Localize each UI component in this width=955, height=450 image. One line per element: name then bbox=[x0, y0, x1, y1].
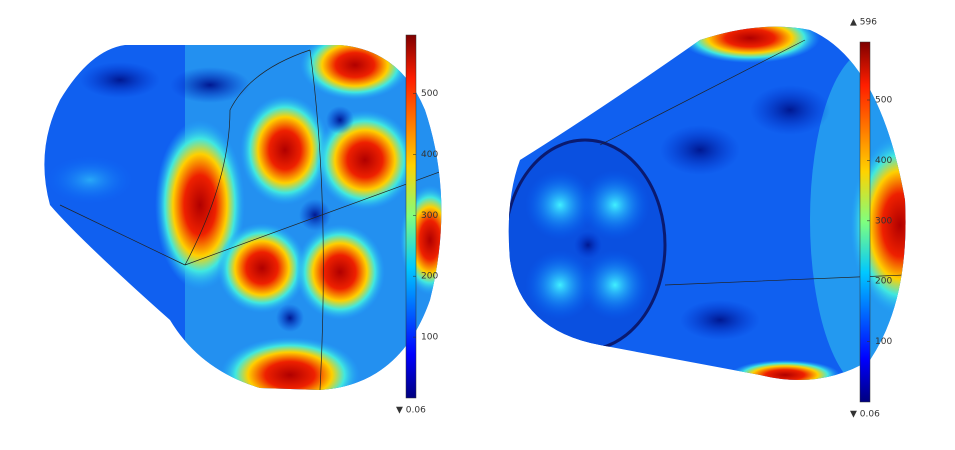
colorbar-tick-label: 500 bbox=[875, 95, 892, 105]
colorbar-tick-label: 300 bbox=[421, 211, 438, 221]
colorbar-gradient bbox=[405, 34, 417, 399]
colorbar-tick-label: 400 bbox=[875, 156, 892, 166]
colorbar-left: 100 200 300 400 500 ▼ 0.06 bbox=[396, 34, 438, 416]
colorbar-tick-label: 400 bbox=[421, 150, 438, 160]
left-model bbox=[44, 45, 442, 390]
colorbar-tick-label: 200 bbox=[875, 277, 892, 287]
colorbar-tick-label: 200 bbox=[421, 272, 438, 282]
colorbar-tick-label: 100 bbox=[421, 333, 438, 343]
colorbar-min-label: ▼ 0.06 bbox=[850, 410, 880, 420]
colorbar-gradient bbox=[859, 41, 871, 403]
colorbar-max-label: ▲ 596 bbox=[850, 18, 877, 28]
colorbar-min-label: ▼ 0.06 bbox=[396, 406, 426, 416]
colorbar-tick-label: 300 bbox=[875, 216, 892, 226]
colorbar-tick-label: 100 bbox=[875, 337, 892, 347]
colorbar-right: 100 200 300 400 500 ▼ 0.06 ▲ 596 bbox=[850, 18, 892, 420]
colorbar-tick-label: 500 bbox=[421, 89, 438, 99]
